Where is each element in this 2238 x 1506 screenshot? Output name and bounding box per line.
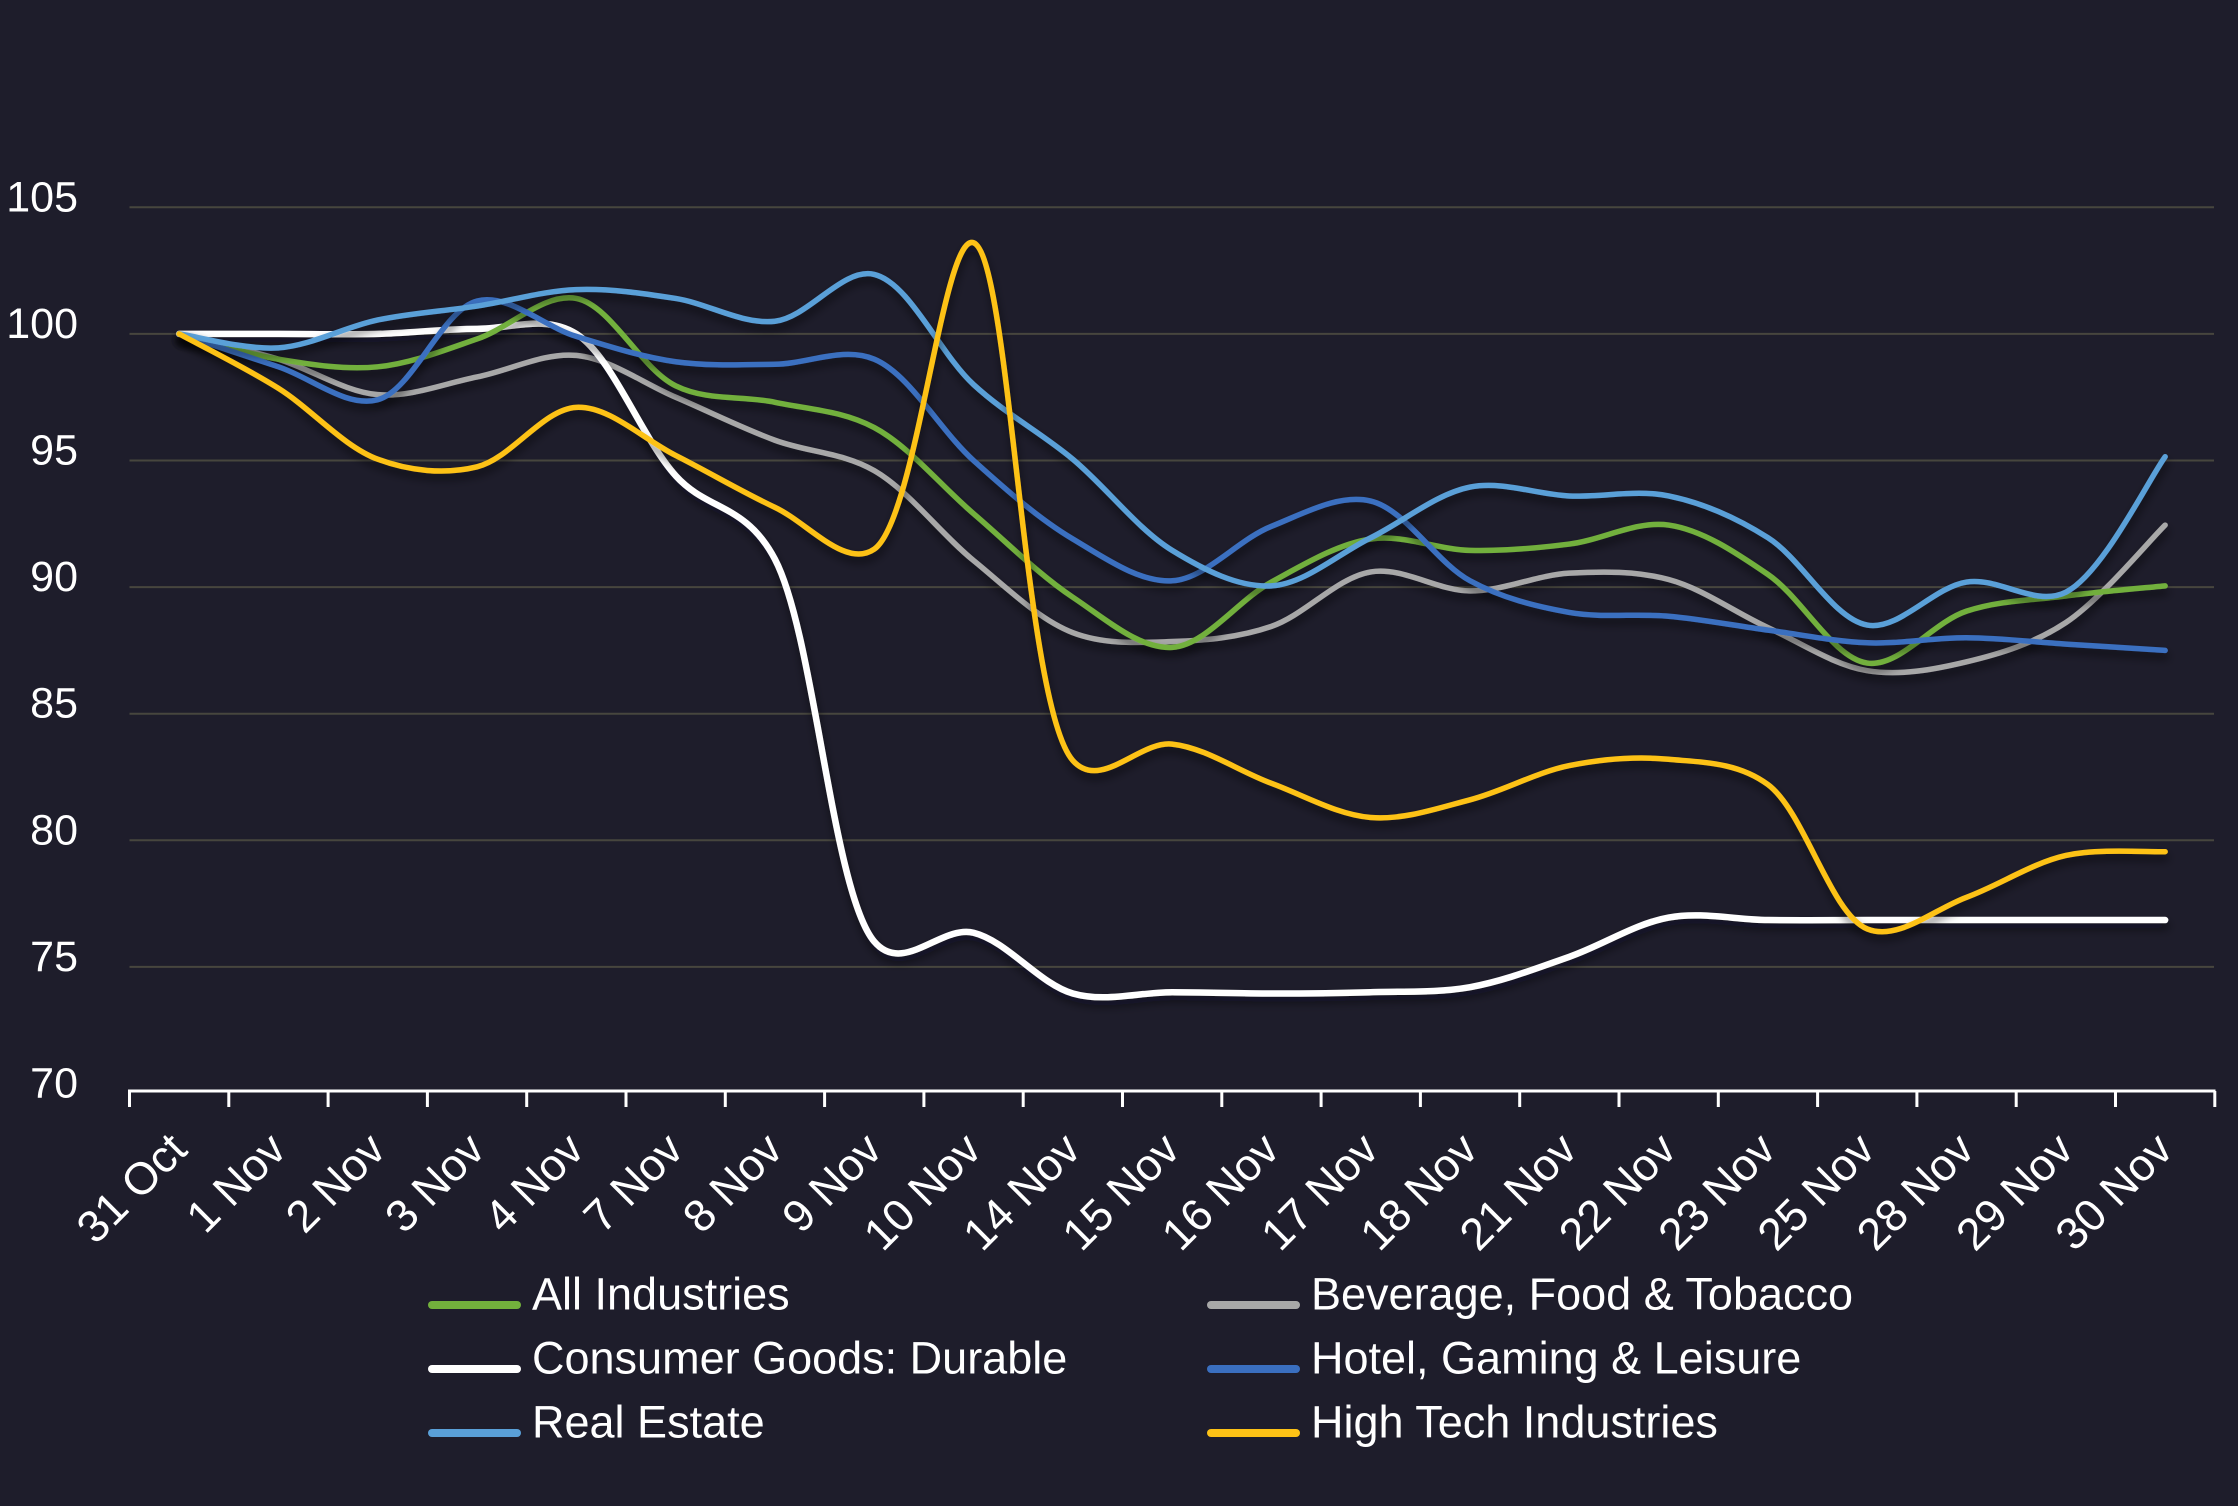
svg-text:Beverage, Food & Tobacco: Beverage, Food & Tobacco xyxy=(1311,1269,1853,1320)
svg-text:All Industries: All Industries xyxy=(532,1269,790,1320)
svg-text:85: 85 xyxy=(30,680,78,728)
svg-text:80: 80 xyxy=(30,806,78,854)
svg-text:90: 90 xyxy=(30,553,78,601)
svg-text:Hotel, Gaming & Leisure: Hotel, Gaming & Leisure xyxy=(1311,1333,1801,1384)
svg-text:75: 75 xyxy=(30,933,78,981)
svg-text:95: 95 xyxy=(30,427,78,475)
svg-text:70: 70 xyxy=(30,1060,78,1108)
svg-text:100: 100 xyxy=(6,300,78,348)
svg-text:Consumer Goods: Durable: Consumer Goods: Durable xyxy=(532,1333,1067,1384)
svg-text:Real Estate: Real Estate xyxy=(532,1397,765,1448)
svg-text:105: 105 xyxy=(6,173,78,221)
svg-text:High Tech Industries: High Tech Industries xyxy=(1311,1397,1718,1448)
